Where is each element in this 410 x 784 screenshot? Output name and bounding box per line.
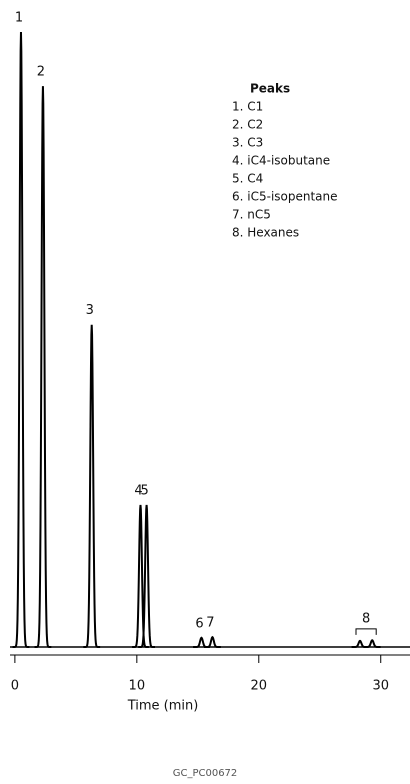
legend-item: 5. C4	[232, 172, 263, 186]
x-axis-label: Time (min)	[127, 699, 199, 714]
footer: GC_PC00672	[173, 768, 238, 779]
peak-label: 7	[206, 616, 214, 631]
peak-label: 5	[140, 483, 148, 498]
legend-item: 7. nC5	[232, 208, 271, 222]
peak	[83, 324, 101, 648]
x-tick-label: 0	[11, 679, 19, 694]
bracket	[355, 628, 377, 635]
legend-item: 4. iC4-isobutane	[232, 154, 330, 168]
x-tick-label: 20	[251, 679, 268, 694]
legend-item: 8. Hexanes	[232, 226, 299, 240]
peak-label: 2	[37, 65, 45, 80]
peak-label: 4	[134, 483, 142, 498]
peak	[204, 635, 221, 648]
x-tick-label: 30	[372, 679, 389, 694]
peak-label: 6	[195, 616, 203, 631]
peak	[132, 504, 149, 648]
peak	[34, 86, 52, 648]
legend-item: 3. C3	[232, 136, 263, 150]
x-tick-label: 10	[129, 679, 146, 694]
legend-item: 1. C1	[232, 100, 263, 114]
peak-label: 3	[86, 303, 94, 318]
peak	[363, 639, 381, 648]
legend-item: 2. C2	[232, 118, 263, 132]
legend-item: 6. iC5-isopentane	[232, 190, 338, 204]
peak	[138, 504, 155, 648]
peak	[12, 31, 30, 648]
legend-title: Peaks	[250, 82, 290, 96]
peak	[193, 636, 210, 648]
peak-label: 1	[15, 11, 23, 26]
peak-label: 8	[362, 611, 370, 626]
